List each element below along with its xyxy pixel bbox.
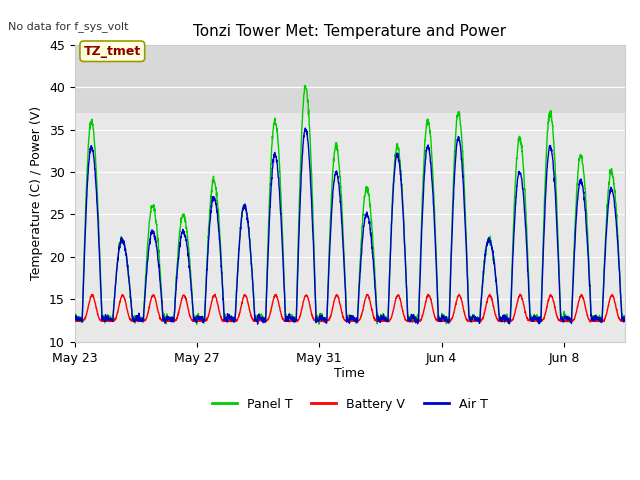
Legend: Panel T, Battery V, Air T: Panel T, Battery V, Air T [207,393,493,416]
Y-axis label: Temperature (C) / Power (V): Temperature (C) / Power (V) [30,106,44,280]
X-axis label: Time: Time [334,367,365,381]
Title: Tonzi Tower Met: Temperature and Power: Tonzi Tower Met: Temperature and Power [193,24,506,39]
Text: No data for f_sys_volt: No data for f_sys_volt [8,21,129,32]
Bar [74,45,625,112]
Text: TZ_tmet: TZ_tmet [84,45,141,58]
